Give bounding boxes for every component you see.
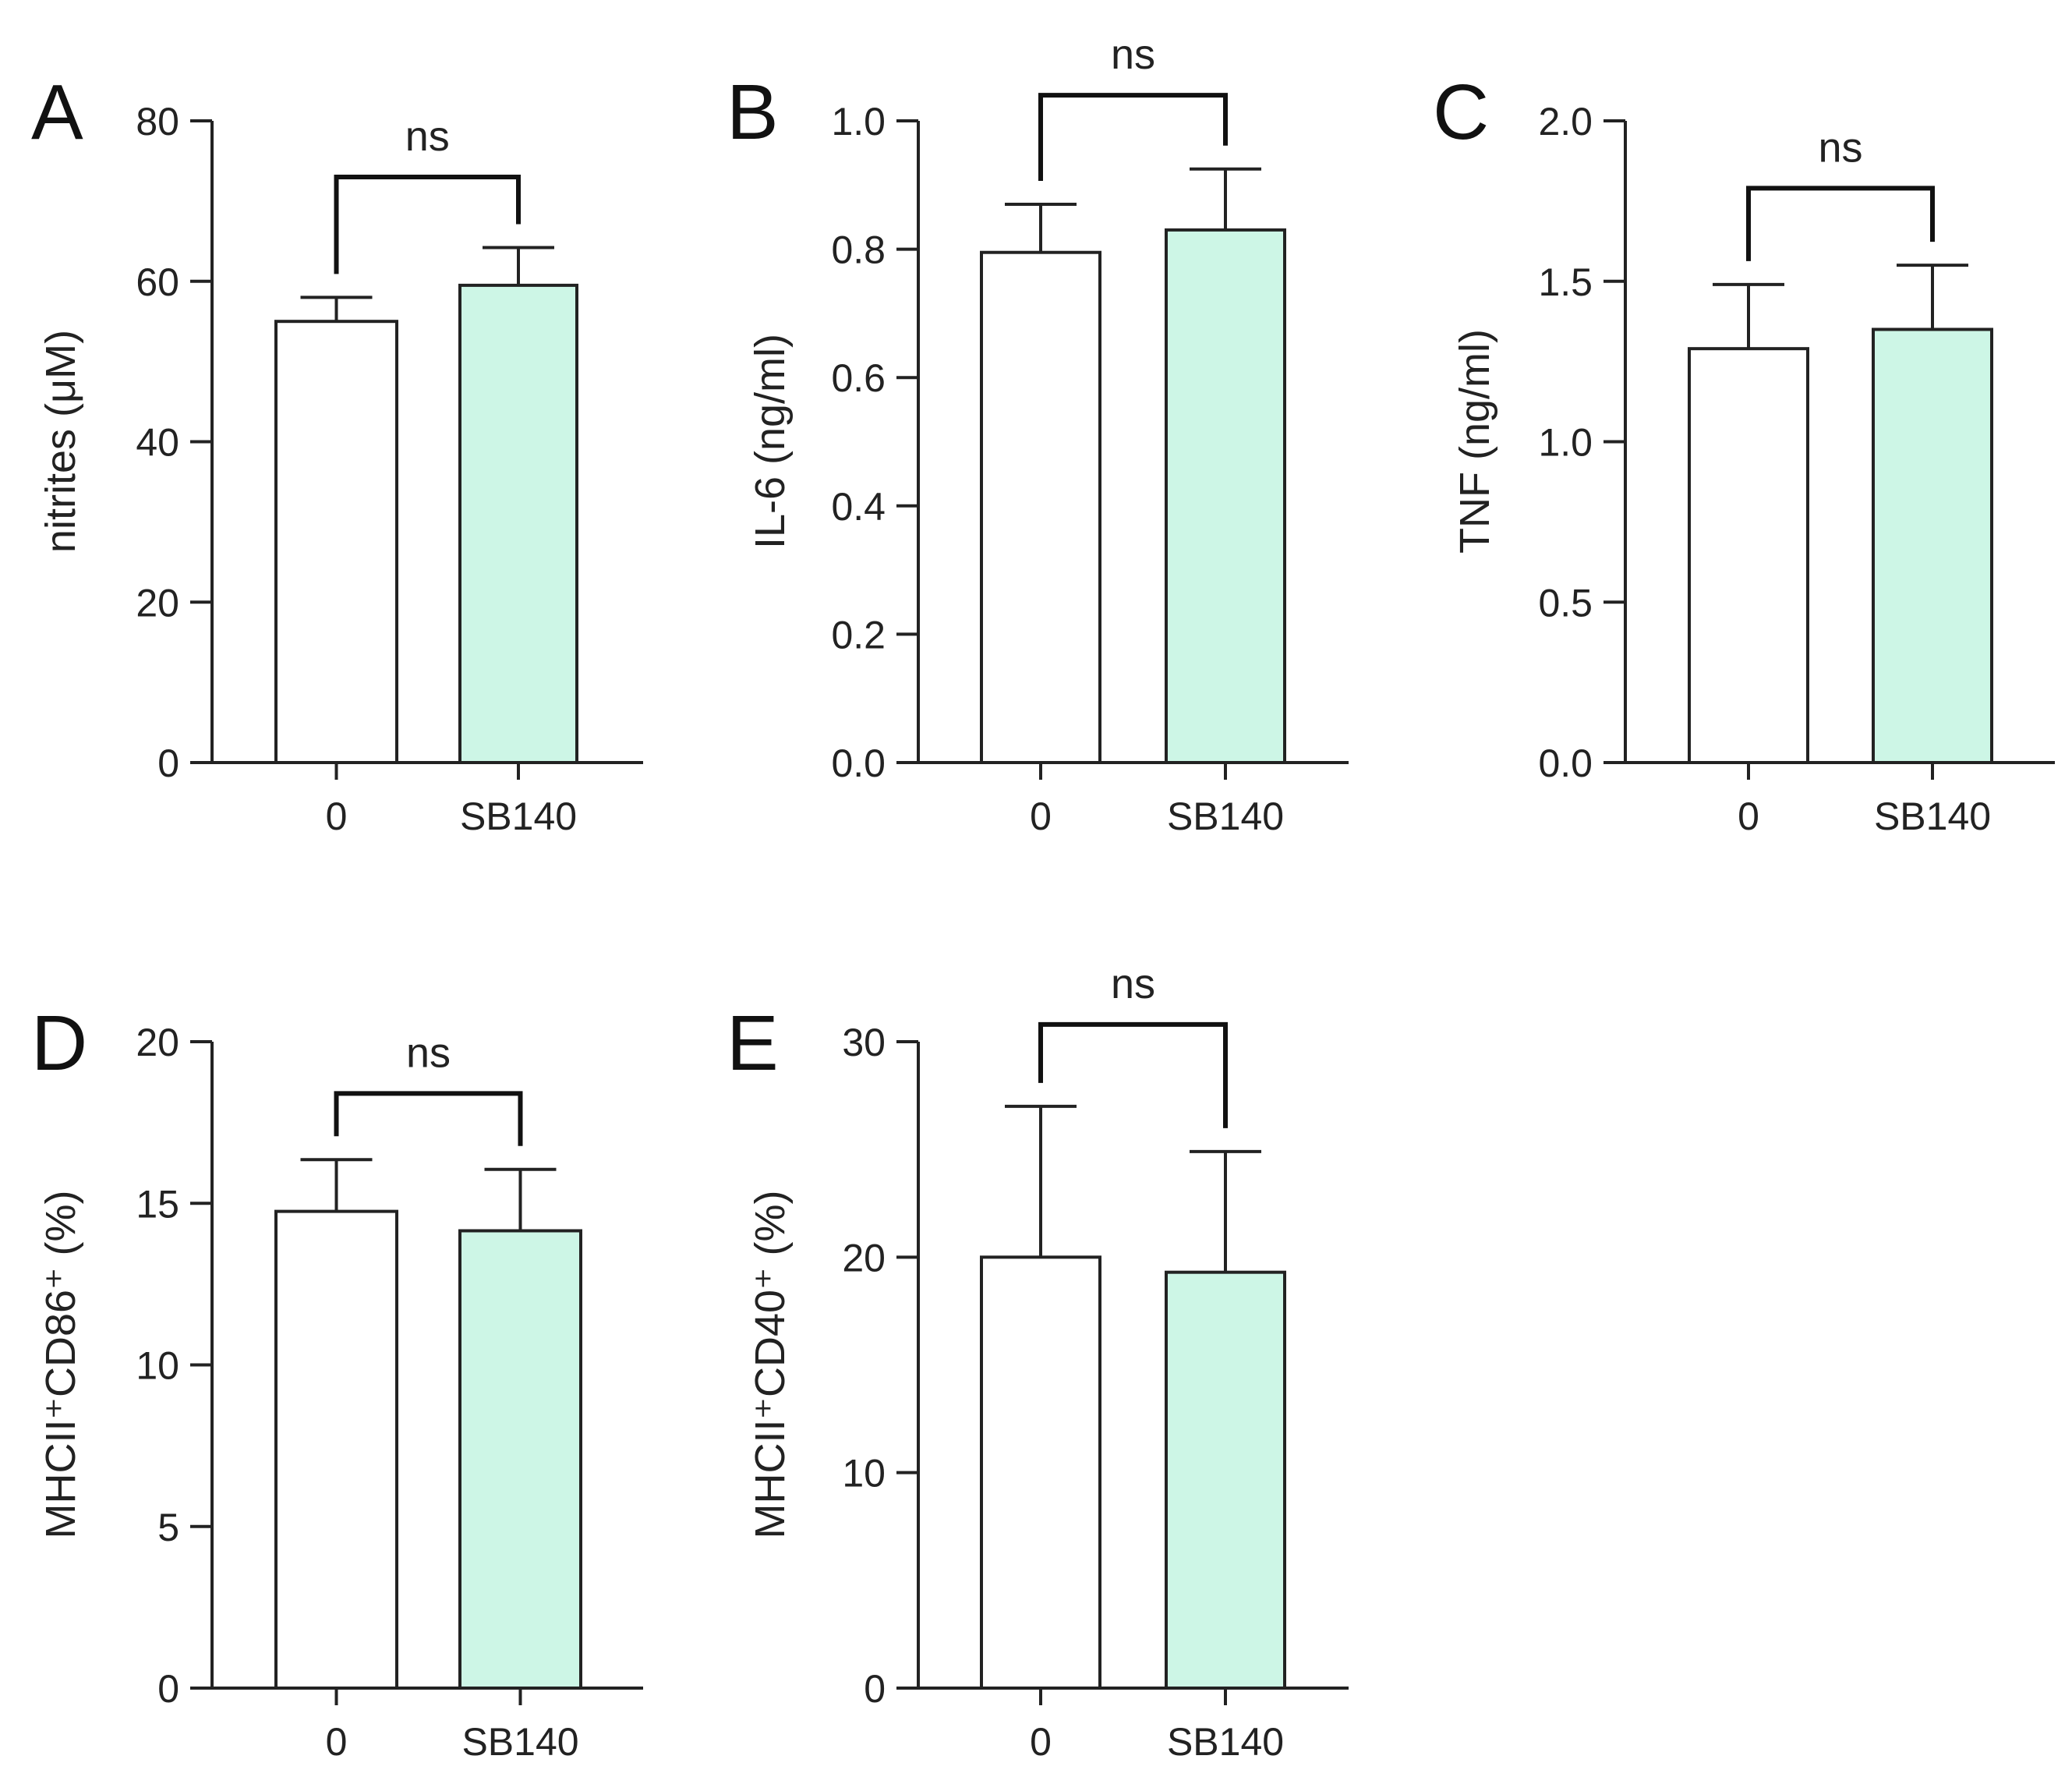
significance-label-c: ns bbox=[1818, 124, 1862, 171]
x-tick-label-d-0: 0 bbox=[326, 1720, 348, 1764]
bar-d-sb140 bbox=[458, 1229, 582, 1690]
y-tick-label-e-3: 30 bbox=[842, 1021, 886, 1064]
y-axis-title-c: TNF (ng/ml) bbox=[1451, 329, 1498, 554]
y-tick-label-d-4: 20 bbox=[136, 1021, 179, 1064]
x-tick-label-e-1: SB140 bbox=[1167, 1720, 1284, 1764]
bar-a-control bbox=[274, 320, 398, 764]
y-tick-label-d-2: 10 bbox=[136, 1344, 179, 1388]
bar-e-sb140 bbox=[1165, 1270, 1286, 1690]
y-tick-label-c-2: 1.0 bbox=[1538, 421, 1593, 465]
y-tick-label-c-0: 0.0 bbox=[1538, 742, 1593, 785]
bar-a-sb140 bbox=[458, 283, 578, 764]
y-tick-label-b-3: 0.6 bbox=[831, 356, 886, 400]
y-tick-label-b-2: 0.4 bbox=[831, 485, 886, 529]
y-tick-label-e-1: 10 bbox=[842, 1452, 886, 1496]
x-tick-label-c-1: SB140 bbox=[1874, 795, 1991, 838]
y-tick-label-c-4: 2.0 bbox=[1538, 100, 1593, 143]
x-tick-label-c-0: 0 bbox=[1738, 795, 1759, 838]
y-axis-title-d: MHCII⁺CD86⁺ (%) bbox=[37, 1190, 84, 1538]
y-tick-label-e-2: 20 bbox=[842, 1236, 886, 1280]
x-tick-label-b-1: SB140 bbox=[1167, 795, 1284, 838]
bar-b-sb140 bbox=[1165, 228, 1286, 765]
x-tick-label-d-1: SB140 bbox=[461, 1720, 578, 1764]
bar-d-control bbox=[274, 1209, 398, 1690]
panel-letter-b: B bbox=[727, 69, 779, 156]
x-tick-label-a-1: SB140 bbox=[460, 795, 577, 838]
significance-label-d: ns bbox=[406, 1029, 451, 1076]
panel-c: C TNF (ng/ml) 0 SB140 0.0 0.5 1.0 1.5 2.0 ns bbox=[1433, 69, 2055, 838]
y-tick-label-b-4: 0.8 bbox=[831, 228, 886, 272]
bar-c-sb140 bbox=[1872, 327, 1993, 765]
x-tick-label-a-0: 0 bbox=[326, 795, 348, 838]
panel-letter-c: C bbox=[1433, 69, 1489, 156]
y-tick-label-d-1: 5 bbox=[157, 1506, 179, 1549]
y-tick-label-b-0: 0.0 bbox=[831, 742, 886, 785]
significance-bracket-e bbox=[1038, 1021, 1228, 1128]
panel-d: D MHCII⁺CD86⁺ (%) 0 SB140 0 5 10 15 20 ns bbox=[31, 1000, 643, 1764]
panel-letter-a: A bbox=[31, 69, 83, 156]
y-tick-label-c-3: 1.5 bbox=[1538, 260, 1593, 304]
bar-e-control bbox=[980, 1255, 1101, 1690]
significance-label-a: ns bbox=[405, 113, 450, 160]
panel-letter-d: D bbox=[31, 1000, 87, 1087]
significance-label-e: ns bbox=[1111, 961, 1155, 1007]
y-tick-label-a-0: 0 bbox=[157, 742, 179, 785]
panel-letter-e: E bbox=[727, 1000, 779, 1087]
bar-c-control bbox=[1688, 347, 1809, 765]
y-tick-label-e-0: 0 bbox=[864, 1667, 886, 1711]
y-tick-label-a-1: 20 bbox=[136, 581, 179, 625]
y-axis-title-b: IL-6 (ng/ml) bbox=[747, 334, 794, 549]
y-axis-title-e: MHCII⁺CD40⁺ (%) bbox=[747, 1190, 794, 1538]
significance-label-b: ns bbox=[1111, 31, 1155, 78]
panel-e: E MHCII⁺CD40⁺ (%) 0 SB140 0 10 20 30 ns bbox=[727, 961, 1349, 1764]
x-tick-label-e-0: 0 bbox=[1030, 1720, 1052, 1764]
y-tick-label-a-3: 60 bbox=[136, 260, 179, 304]
y-tick-label-b-1: 0.2 bbox=[831, 613, 886, 657]
significance-bracket-b bbox=[1038, 93, 1228, 181]
bar-b-control bbox=[980, 250, 1101, 764]
x-tick-label-b-0: 0 bbox=[1030, 795, 1052, 838]
y-tick-label-d-3: 15 bbox=[136, 1182, 179, 1226]
y-tick-label-a-4: 80 bbox=[136, 100, 179, 143]
y-tick-label-b-5: 1.0 bbox=[831, 100, 886, 143]
panel-b: B IL-6 (ng/ml) 0 SB140 0.0 0.2 0.4 0.6 0.8 1.0 ns bbox=[727, 31, 1349, 838]
significance-bracket-c bbox=[1746, 186, 1935, 261]
y-tick-label-d-0: 0 bbox=[157, 1667, 179, 1711]
significance-bracket-d bbox=[334, 1091, 523, 1146]
significance-bracket-a bbox=[334, 175, 521, 274]
y-axis-title-a: nitrites (μM) bbox=[37, 330, 84, 553]
y-tick-label-a-2: 40 bbox=[136, 421, 179, 465]
y-tick-label-c-1: 0.5 bbox=[1538, 581, 1593, 625]
